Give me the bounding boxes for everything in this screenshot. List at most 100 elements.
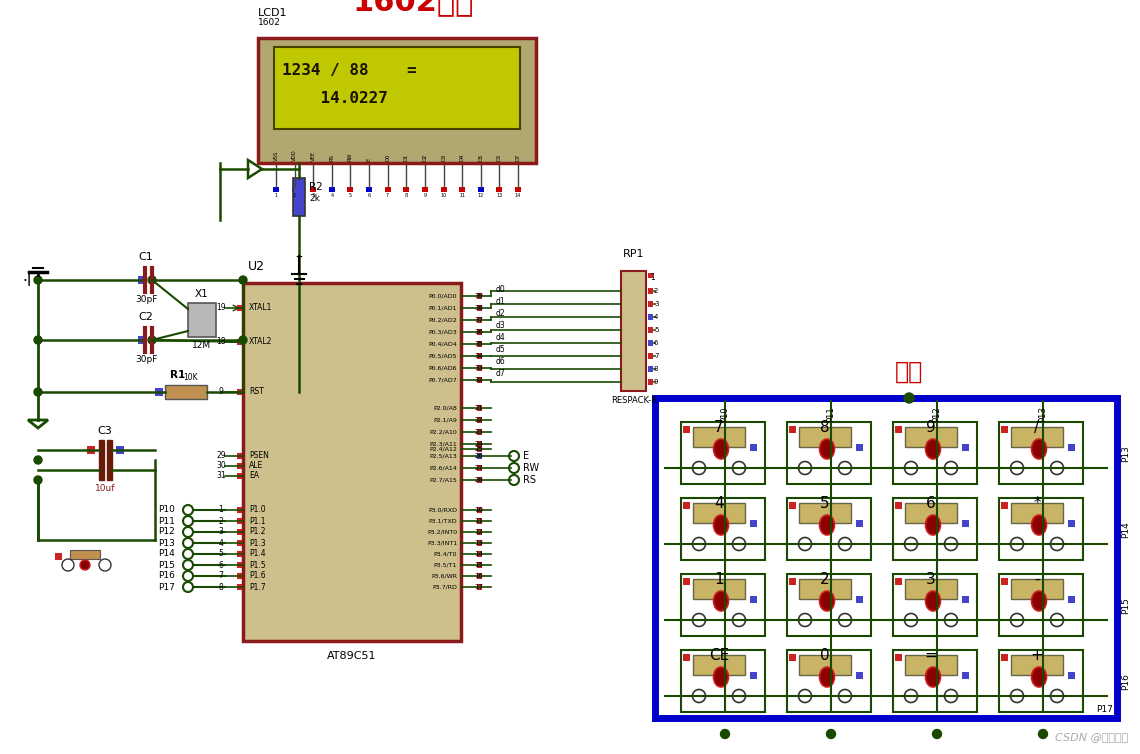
Circle shape	[34, 476, 42, 484]
Text: P3.6/WR: P3.6/WR	[431, 574, 457, 578]
Text: 5: 5	[820, 496, 830, 511]
Bar	[477, 446, 482, 452]
Bar	[656, 398, 1117, 718]
Text: P14: P14	[1121, 522, 1130, 538]
Text: P3.1/TXD: P3.1/TXD	[429, 519, 457, 523]
Circle shape	[148, 276, 156, 284]
Bar	[905, 655, 956, 675]
Text: 6: 6	[219, 560, 223, 569]
Bar	[1068, 444, 1075, 451]
Circle shape	[184, 527, 193, 537]
Text: 9: 9	[654, 379, 659, 385]
Text: 0: 0	[820, 648, 830, 663]
Bar	[459, 187, 465, 192]
Circle shape	[34, 456, 42, 464]
Text: 30: 30	[217, 461, 226, 470]
Text: 37: 37	[474, 317, 483, 323]
Circle shape	[798, 689, 812, 703]
Circle shape	[148, 336, 156, 344]
Bar	[999, 422, 1083, 484]
Circle shape	[34, 388, 42, 396]
Bar	[895, 578, 902, 585]
Bar	[893, 422, 977, 484]
Text: P1.5: P1.5	[249, 560, 266, 569]
Text: 2: 2	[219, 516, 223, 526]
Ellipse shape	[714, 591, 728, 611]
Circle shape	[692, 538, 706, 550]
Text: 6: 6	[367, 193, 370, 198]
Text: P13: P13	[1121, 446, 1130, 462]
Text: P13: P13	[1039, 406, 1048, 421]
Bar	[116, 446, 124, 454]
Text: 3: 3	[926, 572, 936, 587]
Text: P2.4/A12: P2.4/A12	[429, 446, 457, 452]
Bar	[477, 317, 482, 323]
Bar	[648, 314, 653, 320]
Text: C2: C2	[139, 312, 154, 322]
Text: /: /	[1034, 420, 1040, 435]
Bar	[681, 574, 765, 636]
Text: d6: d6	[496, 357, 506, 366]
Text: RP1: RP1	[622, 249, 644, 259]
Bar	[789, 426, 796, 433]
Text: U2: U2	[249, 260, 264, 273]
Text: P3.0/RXD: P3.0/RXD	[428, 507, 457, 513]
Ellipse shape	[926, 591, 940, 611]
Text: PSEN: PSEN	[249, 452, 269, 461]
Text: 36: 36	[474, 329, 483, 335]
Bar	[1001, 426, 1008, 433]
Circle shape	[798, 461, 812, 474]
Circle shape	[720, 654, 730, 663]
Text: 9: 9	[219, 388, 223, 397]
Bar	[477, 441, 482, 447]
Bar	[237, 389, 242, 395]
Text: d3: d3	[496, 321, 506, 330]
Text: 6: 6	[926, 496, 936, 511]
Bar	[155, 388, 163, 396]
Text: P10: P10	[720, 406, 730, 421]
Text: 22: 22	[474, 417, 483, 423]
Text: =: =	[925, 648, 937, 663]
Circle shape	[508, 451, 519, 461]
Circle shape	[1039, 501, 1048, 510]
Text: P0.7/AD7: P0.7/AD7	[429, 378, 457, 382]
Circle shape	[826, 654, 836, 663]
Ellipse shape	[926, 439, 940, 459]
Text: VDD: VDD	[292, 149, 298, 161]
Circle shape	[933, 730, 942, 738]
Bar	[496, 187, 503, 192]
Text: 17: 17	[474, 584, 483, 590]
Circle shape	[904, 538, 918, 550]
Text: 1: 1	[650, 273, 654, 282]
Text: 32: 32	[474, 377, 483, 383]
Text: P3.7/RD: P3.7/RD	[432, 584, 457, 590]
Circle shape	[1050, 461, 1064, 474]
Circle shape	[1010, 461, 1024, 474]
Circle shape	[184, 582, 193, 592]
Bar	[648, 273, 653, 278]
Text: P10: P10	[158, 505, 176, 514]
Bar	[138, 276, 144, 284]
Bar	[648, 366, 653, 372]
Text: 4: 4	[714, 496, 724, 511]
Text: 9: 9	[926, 420, 936, 435]
Text: RST: RST	[249, 388, 263, 397]
Circle shape	[904, 614, 918, 627]
Ellipse shape	[1032, 515, 1047, 535]
Text: 1234 / 88    =: 1234 / 88 =	[282, 63, 417, 78]
Bar	[237, 518, 242, 524]
Bar	[905, 503, 956, 523]
Circle shape	[933, 501, 942, 510]
Bar	[237, 305, 242, 311]
Text: ·I: ·I	[22, 274, 32, 290]
Text: 4: 4	[654, 314, 659, 320]
Bar	[477, 293, 482, 299]
Text: RS: RS	[523, 475, 536, 485]
Bar	[477, 573, 482, 579]
Bar	[477, 329, 482, 335]
Bar	[1001, 578, 1008, 585]
Text: D7: D7	[515, 154, 521, 161]
Text: E: E	[367, 158, 372, 161]
Text: D3: D3	[441, 154, 446, 161]
Circle shape	[184, 549, 193, 559]
